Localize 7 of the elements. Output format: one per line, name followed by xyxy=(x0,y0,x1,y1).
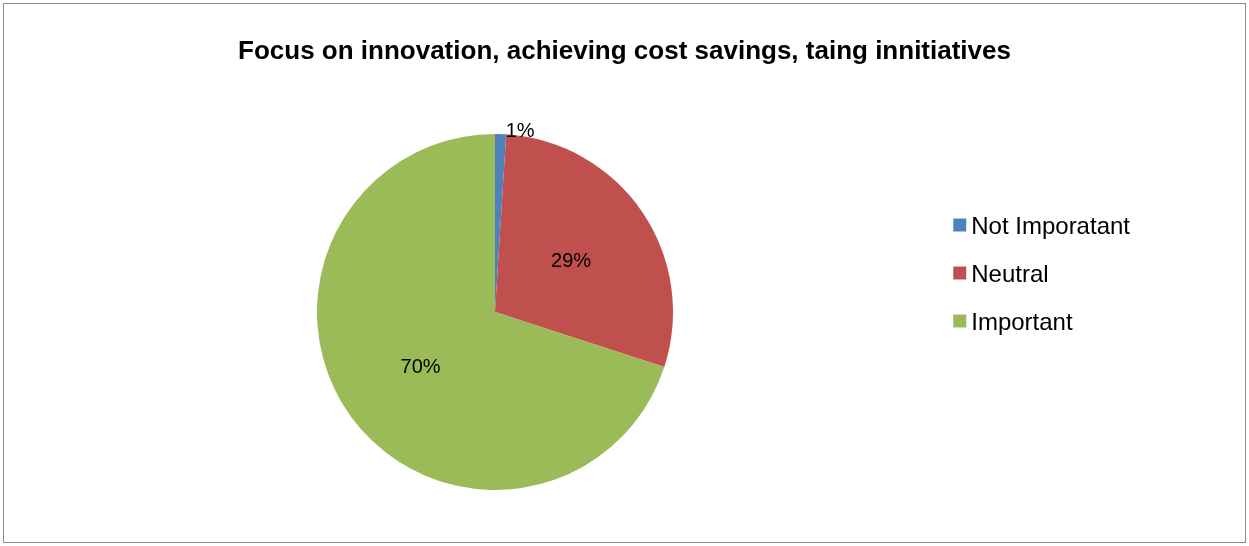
chart-title: Focus on innovation, achieving cost savings, taing innitiatives xyxy=(238,35,1011,65)
data-label: 70% xyxy=(400,355,441,378)
legend-label: Important xyxy=(971,307,1073,335)
data-label: 29% xyxy=(551,249,592,272)
data-label: 1% xyxy=(505,119,535,142)
legend-label: Not Imporatant xyxy=(971,211,1131,239)
legend-label: Neutral xyxy=(971,259,1049,287)
